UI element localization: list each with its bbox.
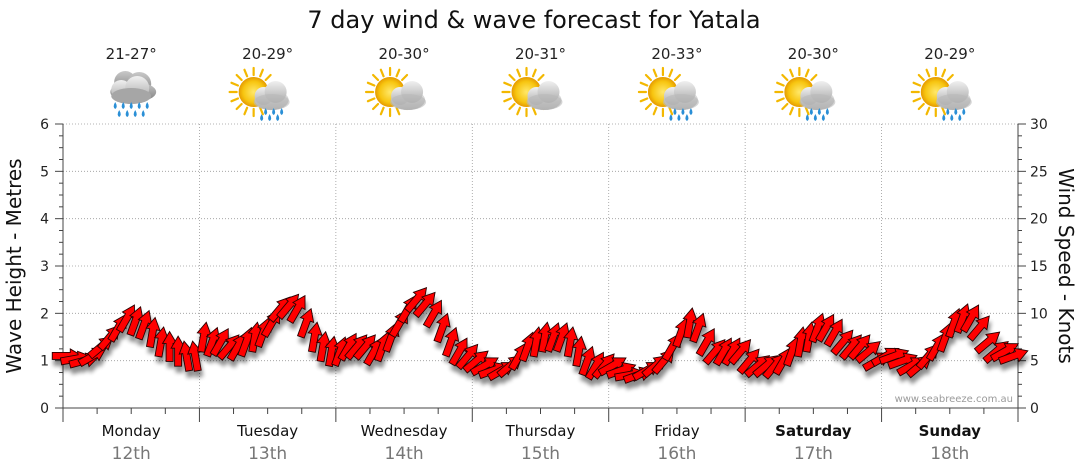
day-date-label: 13th: [248, 444, 287, 464]
wind-arrow: [352, 334, 376, 361]
sun-cloud-rain-icon: [774, 66, 836, 121]
wind-arrow: [441, 326, 460, 358]
sun-cloud-rain-icon: [910, 66, 972, 121]
y-right-tick-label: 20: [1030, 212, 1048, 228]
wind-arrow: [145, 316, 161, 349]
wind-arrow: [315, 330, 332, 363]
y-right-tick-label: 5: [1030, 354, 1039, 370]
wind-arrows: [51, 286, 1029, 384]
day-temp-range: 21-27°: [106, 45, 157, 63]
day-headers: 21-27° Monday 12th 20-29° Tuesday 13th 20-30° W…: [102, 45, 982, 464]
axes: 0 1 2 3 4 5 6 0 5 10 15 20 25 30: [40, 117, 1048, 422]
sun-cloud-rain-icon: [637, 66, 699, 121]
watermark: www.seabreeze.com.au: [895, 394, 1013, 405]
wind-arrow: [997, 347, 1029, 365]
day-date-label: 12th: [112, 444, 151, 464]
wind-arrow: [552, 322, 571, 353]
wind-arrow: [823, 318, 843, 348]
y-right-tick-label: 15: [1030, 259, 1048, 275]
wind-arrow: [578, 345, 596, 377]
wind-arrow: [286, 294, 306, 324]
wind-arrow: [126, 305, 144, 337]
y-axis-left-label: Wave Height - Metres: [2, 158, 26, 373]
day-date-label: 15th: [521, 444, 560, 464]
wind-arrow: [727, 339, 752, 366]
sun-cloud-icon: [501, 66, 563, 118]
day-temp-range: 20-30°: [379, 45, 430, 63]
y-right-tick-label: 10: [1030, 306, 1048, 322]
y-right-tick-label: 25: [1030, 164, 1048, 180]
wind-arrow: [448, 337, 468, 367]
wind-arrow: [682, 307, 698, 339]
y-left-tick-label: 1: [40, 354, 49, 370]
wind-arrow: [135, 309, 153, 341]
wind-arrow: [403, 286, 428, 314]
day-temp-range: 20-31°: [515, 45, 566, 63]
y-left-tick-label: 5: [40, 164, 49, 180]
day-temp-range: 20-30°: [788, 45, 839, 63]
day-name-label: Saturday: [775, 422, 852, 440]
y-left-tick-label: 2: [40, 306, 49, 322]
y-axis-right-label: Wind Speed - Knots: [1054, 168, 1078, 364]
wind-arrow: [307, 321, 323, 353]
day-name-label: Sunday: [919, 422, 982, 440]
wind-arrow: [153, 326, 170, 358]
day-name-label: Tuesday: [236, 422, 298, 440]
y-left-tick-label: 3: [40, 259, 49, 275]
y-left-tick-label: 6: [40, 117, 49, 133]
y-right-tick-label: 30: [1030, 117, 1048, 133]
wind-arrow: [161, 330, 178, 362]
day-temp-range: 20-33°: [651, 45, 702, 63]
day-name-label: Wednesday: [361, 422, 448, 440]
wind-arrow: [959, 304, 980, 334]
wind-arrow: [571, 335, 587, 368]
y-left-tick-label: 4: [40, 212, 49, 228]
wind-arrow: [297, 307, 315, 339]
sun-cloud-rain-icon: [228, 66, 290, 121]
wind-arrow: [422, 299, 442, 329]
day-date-label: 16th: [657, 444, 696, 464]
wind-arrow: [605, 361, 637, 380]
wind-arrow: [689, 312, 707, 344]
chart-title: 7 day wind & wave forecast for Yatala: [307, 6, 760, 34]
sun-cloud-icon: [364, 66, 427, 118]
day-temp-range: 20-29°: [924, 45, 975, 63]
day-date-label: 18th: [930, 444, 969, 464]
wind-arrow: [854, 340, 881, 365]
wind-arrow: [247, 321, 263, 353]
rain-cloud-icon: [110, 71, 157, 117]
y-right-tick-label: 0: [1030, 401, 1039, 417]
day-date-label: 14th: [385, 444, 424, 464]
wind-arrow: [563, 326, 579, 358]
wind-arrow: [170, 335, 186, 367]
wind-arrow: [412, 291, 436, 319]
day-temp-range: 20-29°: [242, 45, 293, 63]
wind-arrow: [433, 312, 451, 344]
y-left-tick-label: 0: [40, 401, 49, 417]
wind-arrow: [196, 321, 212, 353]
day-name-label: Friday: [654, 422, 700, 440]
wind-arrow: [209, 327, 229, 358]
wind-arrow: [973, 331, 1001, 355]
wind-arrow: [966, 315, 990, 342]
wind-arrow: [815, 313, 835, 343]
wind-arrow: [830, 329, 854, 357]
day-date-label: 17th: [794, 444, 833, 464]
wind-arrow: [591, 353, 615, 380]
day-name-label: Thursday: [505, 422, 576, 440]
grid-lines: [63, 123, 1018, 408]
wind-arrow: [695, 327, 715, 358]
day-name-label: Monday: [102, 422, 161, 440]
